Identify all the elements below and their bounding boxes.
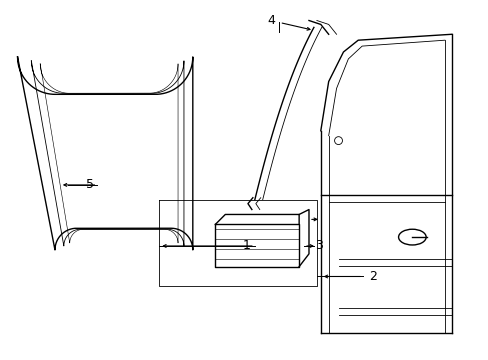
Text: 1: 1 [243, 239, 250, 252]
Text: 2: 2 [368, 270, 376, 283]
Text: 3: 3 [314, 239, 322, 252]
Text: 5: 5 [86, 179, 94, 192]
Text: 4: 4 [267, 14, 275, 27]
